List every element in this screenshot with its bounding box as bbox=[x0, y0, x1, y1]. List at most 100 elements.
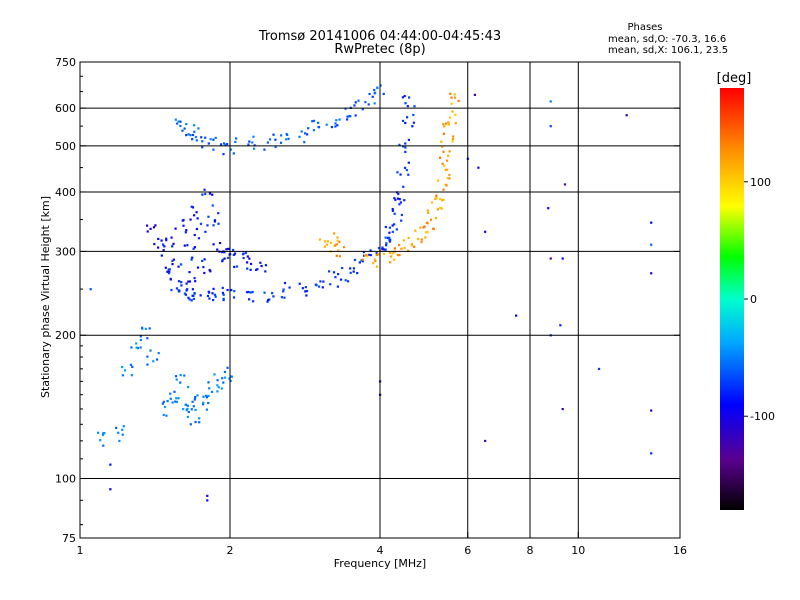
data-point bbox=[399, 173, 402, 176]
data-point bbox=[109, 463, 112, 466]
data-point bbox=[234, 140, 237, 144]
data-point bbox=[425, 221, 428, 224]
data-point bbox=[203, 188, 206, 191]
y-tick-label: 100 bbox=[55, 473, 76, 486]
data-point bbox=[414, 229, 417, 232]
data-point bbox=[329, 283, 332, 286]
data-point bbox=[436, 208, 440, 211]
data-point bbox=[448, 173, 451, 177]
colorbar-tick-label: -100 bbox=[750, 410, 775, 423]
data-point bbox=[139, 338, 142, 342]
y-tick-label: 75 bbox=[62, 532, 76, 545]
data-point bbox=[312, 119, 316, 122]
data-point bbox=[377, 247, 381, 250]
data-point bbox=[407, 236, 410, 240]
data-point bbox=[223, 257, 226, 260]
data-point bbox=[169, 278, 172, 281]
data-point bbox=[175, 397, 178, 400]
data-point bbox=[334, 122, 337, 125]
data-point bbox=[187, 410, 190, 414]
data-point bbox=[397, 192, 400, 196]
data-point bbox=[515, 314, 518, 317]
data-point bbox=[280, 296, 284, 299]
data-point bbox=[376, 86, 379, 90]
data-point bbox=[189, 423, 192, 426]
data-point bbox=[391, 209, 394, 212]
data-point bbox=[118, 439, 121, 443]
data-point bbox=[166, 400, 169, 403]
data-point bbox=[353, 258, 357, 262]
data-point bbox=[336, 124, 339, 127]
data-point bbox=[342, 245, 346, 249]
data-point bbox=[391, 208, 394, 211]
data-point bbox=[429, 218, 433, 221]
data-point bbox=[453, 96, 457, 99]
data-point bbox=[220, 387, 224, 390]
data-point bbox=[404, 102, 407, 105]
data-point bbox=[176, 122, 179, 125]
data-point bbox=[336, 272, 340, 276]
data-point bbox=[373, 88, 376, 92]
data-point bbox=[189, 134, 192, 137]
data-point bbox=[235, 137, 238, 140]
data-point bbox=[232, 248, 235, 252]
data-point bbox=[274, 138, 277, 141]
data-point bbox=[272, 295, 275, 298]
data-point bbox=[457, 99, 460, 103]
data-point bbox=[317, 125, 320, 129]
data-point bbox=[207, 142, 210, 145]
data-point bbox=[361, 108, 364, 111]
data-point bbox=[191, 133, 195, 137]
data-point bbox=[223, 376, 227, 379]
data-point bbox=[266, 300, 269, 303]
x-axis: 1 2 4 6 8 10 16 bbox=[77, 532, 687, 557]
data-point bbox=[410, 243, 413, 246]
data-point bbox=[191, 400, 194, 403]
y-axis: 750 600 500 400 300 200 100 75 bbox=[55, 56, 680, 545]
data-point bbox=[144, 327, 147, 330]
data-point bbox=[305, 133, 309, 136]
data-point bbox=[315, 284, 318, 287]
data-point bbox=[368, 92, 371, 96]
data-point bbox=[194, 395, 197, 399]
data-point bbox=[155, 358, 159, 361]
data-point bbox=[188, 298, 191, 301]
data-point bbox=[184, 231, 187, 234]
data-point bbox=[391, 230, 394, 233]
data-point bbox=[247, 143, 250, 146]
data-point bbox=[561, 257, 564, 260]
data-point bbox=[298, 282, 301, 285]
data-point bbox=[559, 324, 562, 327]
data-point bbox=[407, 96, 411, 99]
data-point bbox=[190, 258, 193, 261]
data-point bbox=[203, 258, 206, 261]
data-point bbox=[650, 243, 653, 246]
data-point bbox=[232, 296, 236, 299]
data-point bbox=[399, 201, 402, 204]
data-point bbox=[388, 236, 391, 239]
colorbar bbox=[720, 88, 744, 510]
data-point bbox=[393, 223, 396, 226]
data-point bbox=[245, 291, 249, 294]
data-point bbox=[417, 237, 420, 241]
data-point bbox=[221, 260, 224, 263]
data-point bbox=[650, 452, 653, 455]
data-point bbox=[344, 279, 347, 282]
data-point bbox=[206, 224, 209, 227]
data-point bbox=[157, 351, 160, 355]
data-point bbox=[152, 226, 156, 229]
data-point bbox=[157, 246, 160, 249]
data-point bbox=[353, 104, 356, 107]
data-point bbox=[168, 268, 171, 271]
data-point bbox=[445, 159, 449, 162]
data-point bbox=[224, 143, 227, 146]
data-point bbox=[442, 150, 445, 153]
data-point bbox=[372, 262, 375, 265]
data-point bbox=[411, 125, 414, 128]
data-point bbox=[136, 347, 139, 350]
data-point bbox=[287, 137, 290, 140]
data-point bbox=[398, 203, 401, 206]
data-point bbox=[400, 247, 403, 250]
data-point bbox=[304, 286, 307, 289]
data-point bbox=[185, 229, 188, 232]
